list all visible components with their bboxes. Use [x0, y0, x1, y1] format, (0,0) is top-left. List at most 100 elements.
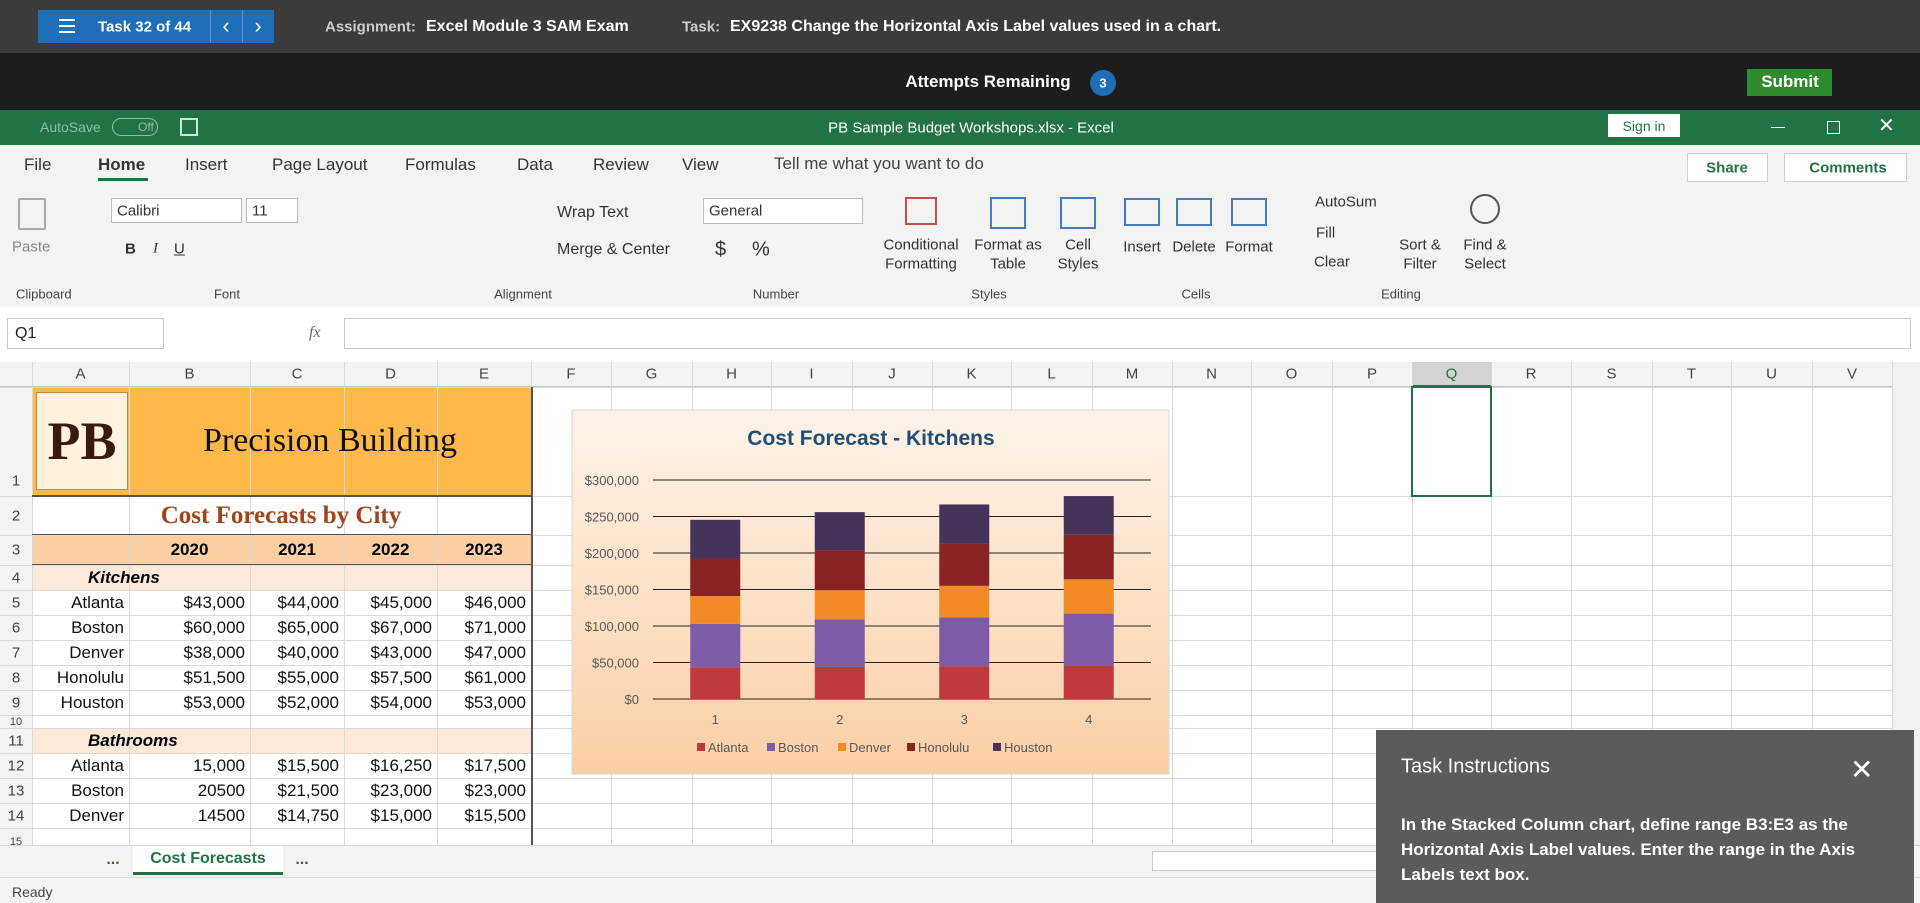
- cell[interactable]: $15,500: [277, 755, 339, 775]
- more-tabs[interactable]: ...: [295, 851, 309, 868]
- column-header[interactable]: O: [1285, 365, 1298, 383]
- share-button[interactable]: [1687, 153, 1768, 182]
- cell[interactable]: $17,500: [464, 755, 526, 775]
- menu-tab[interactable]: View: [682, 155, 719, 174]
- insert-icon[interactable]: [1124, 198, 1160, 226]
- cell[interactable]: 14500: [197, 805, 245, 825]
- cell[interactable]: Atlanta: [71, 755, 124, 775]
- comments-label[interactable]: Comments: [1809, 159, 1887, 177]
- row-header[interactable]: 13: [7, 782, 25, 799]
- submit-label[interactable]: Submit: [1761, 72, 1819, 91]
- cell[interactable]: $16,250: [370, 755, 432, 775]
- row-header[interactable]: 2: [11, 507, 21, 524]
- cell[interactable]: $44,000: [277, 592, 339, 612]
- menu-icon[interactable]: [59, 19, 75, 33]
- cell-styles[interactable]: Cell: [1065, 236, 1091, 254]
- save-icon[interactable]: [180, 118, 198, 136]
- format-as-table[interactable]: Table: [990, 255, 1026, 273]
- cell[interactable]: $14,750: [277, 805, 339, 825]
- format-button[interactable]: Format: [1225, 238, 1273, 256]
- share-label[interactable]: Share: [1706, 159, 1748, 177]
- cell[interactable]: $51,500: [183, 667, 245, 687]
- column-header[interactable]: U: [1766, 365, 1777, 383]
- conditional-formatting[interactable]: Formatting: [885, 255, 957, 273]
- clear-button[interactable]: Clear: [1314, 253, 1350, 271]
- row-header[interactable]: 12: [7, 757, 25, 774]
- cell[interactable]: $15,000: [370, 805, 432, 825]
- sort-filter[interactable]: Filter: [1403, 255, 1437, 273]
- insert-button[interactable]: Insert: [1123, 238, 1161, 256]
- cell[interactable]: $71,000: [464, 617, 526, 637]
- format-table-icon[interactable]: [990, 197, 1026, 229]
- italic-button[interactable]: I: [153, 240, 158, 257]
- minimize-button[interactable]: [1771, 127, 1785, 128]
- underline-button[interactable]: U: [174, 240, 185, 258]
- wrap-text[interactable]: Wrap Text: [557, 204, 629, 221]
- cell[interactable]: $57,500: [370, 667, 432, 687]
- column-header[interactable]: K: [966, 365, 977, 383]
- restore-button[interactable]: [1827, 121, 1840, 134]
- column-header[interactable]: S: [1606, 365, 1617, 383]
- cell[interactable]: Honolulu: [56, 667, 124, 687]
- percent-button[interactable]: %: [752, 238, 770, 261]
- column-header[interactable]: T: [1686, 365, 1697, 383]
- cell[interactable]: Denver: [69, 642, 124, 662]
- cell[interactable]: $65,000: [277, 617, 339, 637]
- autosum-button[interactable]: AutoSum: [1315, 193, 1377, 211]
- sheet-tab-label[interactable]: Cost Forecasts: [150, 850, 266, 867]
- number-format[interactable]: General: [709, 202, 763, 220]
- column-header[interactable]: C: [291, 365, 303, 383]
- cell[interactable]: $15,500: [464, 805, 526, 825]
- currency-button[interactable]: $: [715, 238, 727, 261]
- column-header[interactable]: N: [1206, 365, 1217, 383]
- column-header[interactable]: B: [184, 365, 195, 383]
- cell[interactable]: $53,000: [464, 692, 526, 712]
- active-sheet-tab[interactable]: [133, 845, 283, 875]
- cell[interactable]: $67,000: [370, 617, 432, 637]
- cell[interactable]: $23,000: [464, 780, 526, 800]
- name-box[interactable]: [7, 318, 164, 349]
- next-button[interactable]: ›: [242, 10, 273, 43]
- sign-in-label[interactable]: Sign in: [1622, 118, 1666, 134]
- row-header[interactable]: 14: [7, 807, 25, 824]
- cell[interactable]: $40,000: [277, 642, 339, 662]
- column-header[interactable]: D: [385, 365, 396, 383]
- column-header[interactable]: L: [1047, 365, 1056, 383]
- menu-tab[interactable]: Data: [517, 155, 553, 174]
- row-header[interactable]: 7: [11, 644, 21, 661]
- column-header[interactable]: R: [1525, 365, 1537, 383]
- tell-me[interactable]: Tell me what you want to do: [774, 154, 984, 173]
- cell[interactable]: $23,000: [370, 780, 432, 800]
- task-panel-close[interactable]: ✕: [1850, 754, 1874, 785]
- cell[interactable]: $55,000: [277, 667, 339, 687]
- row-header[interactable]: 6: [11, 619, 21, 636]
- column-header[interactable]: F: [566, 365, 576, 383]
- row-header[interactable]: 4: [11, 569, 21, 586]
- row-header[interactable]: 1: [11, 472, 21, 490]
- column-header[interactable]: E: [478, 365, 490, 383]
- cell[interactable]: $21,500: [277, 780, 339, 800]
- formula-input[interactable]: [344, 318, 1911, 349]
- cell[interactable]: $38,000: [183, 642, 245, 662]
- year-header[interactable]: 2023: [465, 540, 503, 559]
- column-header[interactable]: Q: [1445, 365, 1458, 383]
- cell[interactable]: Denver: [69, 805, 124, 825]
- delete-icon[interactable]: [1176, 198, 1212, 226]
- column-header[interactable]: G: [645, 365, 658, 383]
- cell[interactable]: $61,000: [464, 667, 526, 687]
- prev-button[interactable]: ‹: [210, 10, 241, 43]
- sort-filter[interactable]: Sort &: [1399, 236, 1441, 254]
- cell[interactable]: $52,000: [277, 692, 339, 712]
- cell-styles-icon[interactable]: [1060, 197, 1096, 229]
- cell[interactable]: Atlanta: [71, 592, 124, 612]
- cell[interactable]: 20500: [197, 780, 245, 800]
- column-header[interactable]: M: [1125, 365, 1139, 383]
- cell[interactable]: $45,000: [370, 592, 432, 612]
- menu-tab[interactable]: File: [24, 155, 52, 174]
- cell[interactable]: $43,000: [370, 642, 432, 662]
- bold-button[interactable]: B: [125, 240, 136, 258]
- cell-styles[interactable]: Styles: [1057, 255, 1099, 273]
- find-icon[interactable]: [1470, 194, 1500, 224]
- find-select[interactable]: Find &: [1463, 236, 1507, 254]
- more-tabs[interactable]: ...: [106, 851, 120, 868]
